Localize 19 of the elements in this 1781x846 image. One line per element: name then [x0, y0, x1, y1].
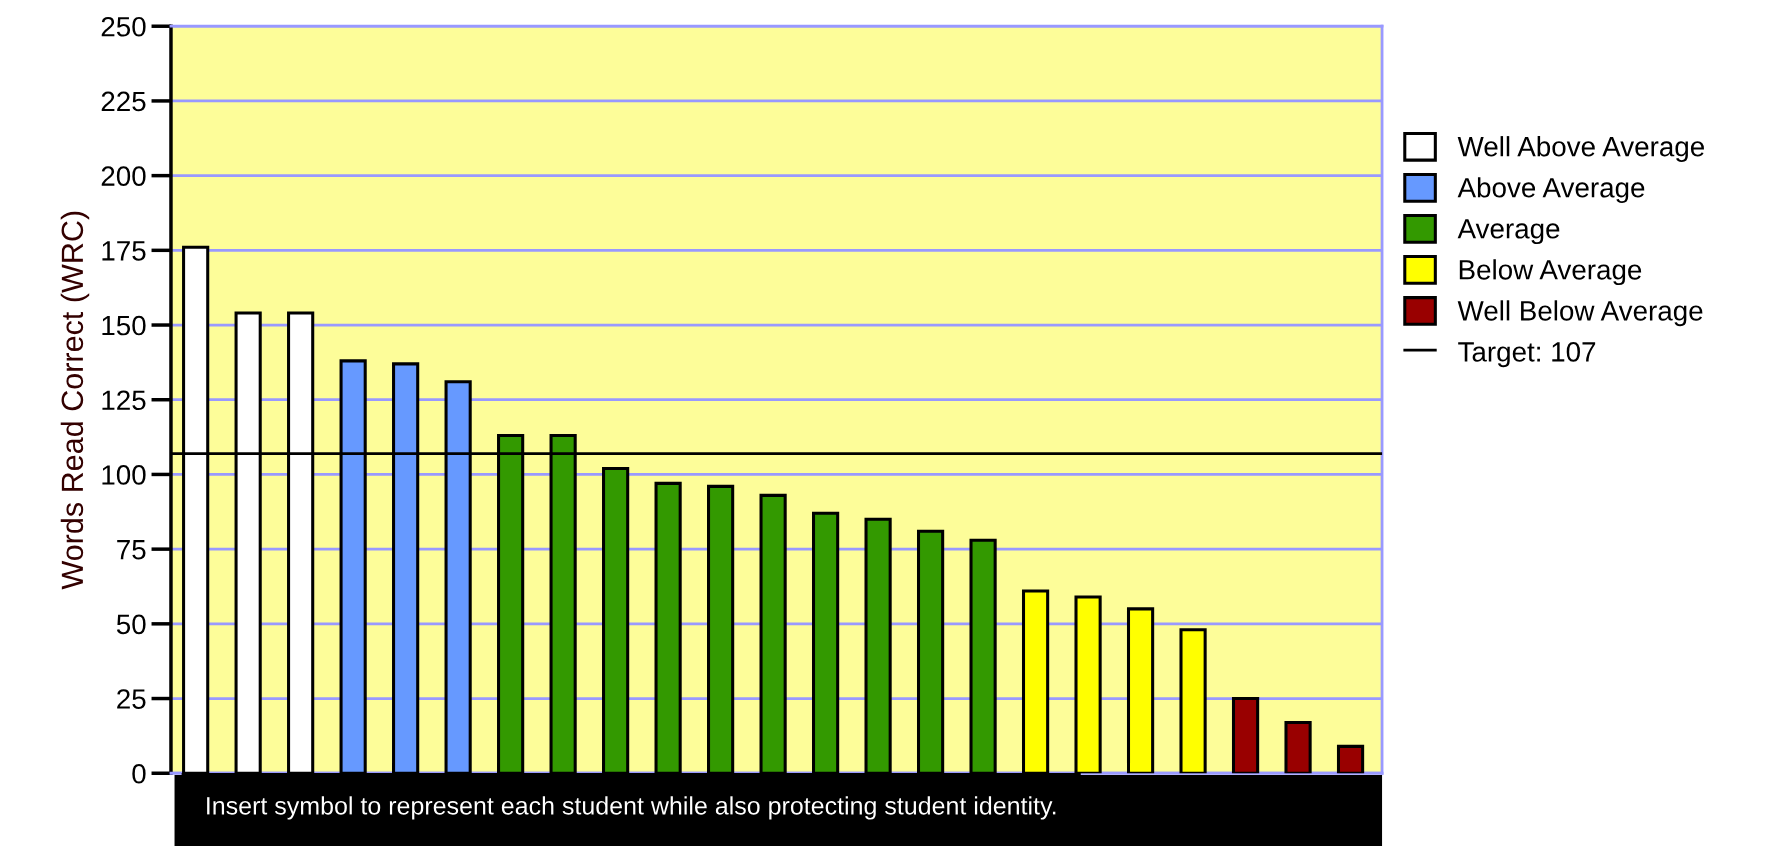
- y-tick-label: 0: [132, 763, 146, 784]
- y-tick-label: 175: [102, 241, 146, 261]
- y-tick-label: 225: [101, 91, 146, 112]
- y-tick-label: 150: [102, 315, 146, 336]
- y-tick-label: 100: [102, 465, 146, 485]
- legend-label: Well Above Average: [1457, 136, 1704, 162]
- legend-label: Well Below Average: [1457, 300, 1703, 327]
- text: Insert symbol to represent each student while also protecting student identity.: [207, 796, 1056, 820]
- y-tick-label: 75: [117, 540, 146, 560]
- y-tick-label: 25: [117, 689, 146, 709]
- legend-label: Average: [1457, 219, 1560, 245]
- legend-label: Below Average: [1459, 259, 1642, 286]
- legend-label: Above Average: [1457, 177, 1645, 204]
- y-tick-label: 125: [102, 390, 146, 411]
- y-axis-title: Words Read Correct (WRC): [60, 211, 90, 590]
- y-tick-label: 50: [116, 614, 146, 635]
- y-tick-label: 200: [101, 166, 146, 186]
- y-tick-label: 250: [101, 16, 146, 37]
- legend-label: Target: 107: [1458, 342, 1596, 368]
